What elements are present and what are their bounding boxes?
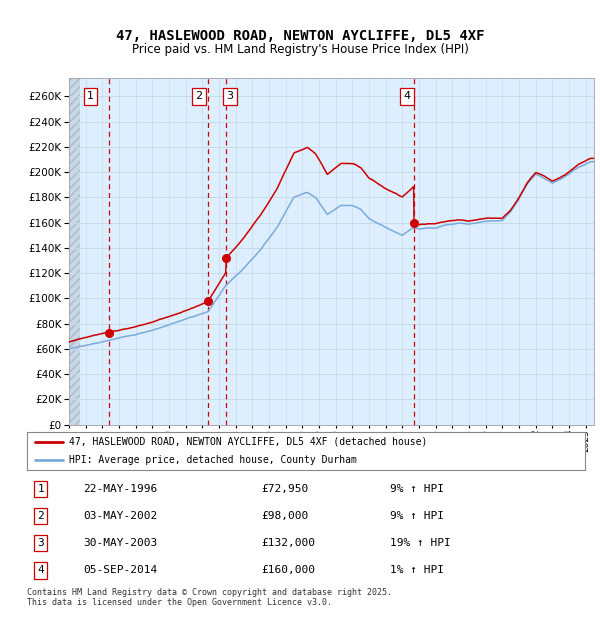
- Text: £72,950: £72,950: [262, 484, 308, 494]
- Text: 30-MAY-2003: 30-MAY-2003: [83, 538, 157, 548]
- Text: 9% ↑ HPI: 9% ↑ HPI: [390, 484, 444, 494]
- Text: 2: 2: [38, 512, 44, 521]
- Text: Price paid vs. HM Land Registry's House Price Index (HPI): Price paid vs. HM Land Registry's House …: [131, 43, 469, 56]
- Text: 05-SEP-2014: 05-SEP-2014: [83, 565, 157, 575]
- Text: 22-MAY-1996: 22-MAY-1996: [83, 484, 157, 494]
- Text: 47, HASLEWOOD ROAD, NEWTON AYCLIFFE, DL5 4XF (detached house): 47, HASLEWOOD ROAD, NEWTON AYCLIFFE, DL5…: [69, 437, 427, 447]
- Text: 4: 4: [38, 565, 44, 575]
- Text: 1% ↑ HPI: 1% ↑ HPI: [390, 565, 444, 575]
- Text: Contains HM Land Registry data © Crown copyright and database right 2025.
This d: Contains HM Land Registry data © Crown c…: [27, 588, 392, 607]
- Text: 47, HASLEWOOD ROAD, NEWTON AYCLIFFE, DL5 4XF: 47, HASLEWOOD ROAD, NEWTON AYCLIFFE, DL5…: [116, 29, 484, 43]
- Text: 2: 2: [195, 91, 202, 102]
- Text: 4: 4: [403, 91, 410, 102]
- Text: 03-MAY-2002: 03-MAY-2002: [83, 512, 157, 521]
- Text: £132,000: £132,000: [262, 538, 316, 548]
- Text: 1: 1: [87, 91, 94, 102]
- Text: £98,000: £98,000: [262, 512, 308, 521]
- Text: 19% ↑ HPI: 19% ↑ HPI: [390, 538, 451, 548]
- Text: £160,000: £160,000: [262, 565, 316, 575]
- Text: 1: 1: [38, 484, 44, 494]
- Text: 9% ↑ HPI: 9% ↑ HPI: [390, 512, 444, 521]
- Text: 3: 3: [227, 91, 233, 102]
- Text: HPI: Average price, detached house, County Durham: HPI: Average price, detached house, Coun…: [69, 454, 357, 464]
- Text: 3: 3: [38, 538, 44, 548]
